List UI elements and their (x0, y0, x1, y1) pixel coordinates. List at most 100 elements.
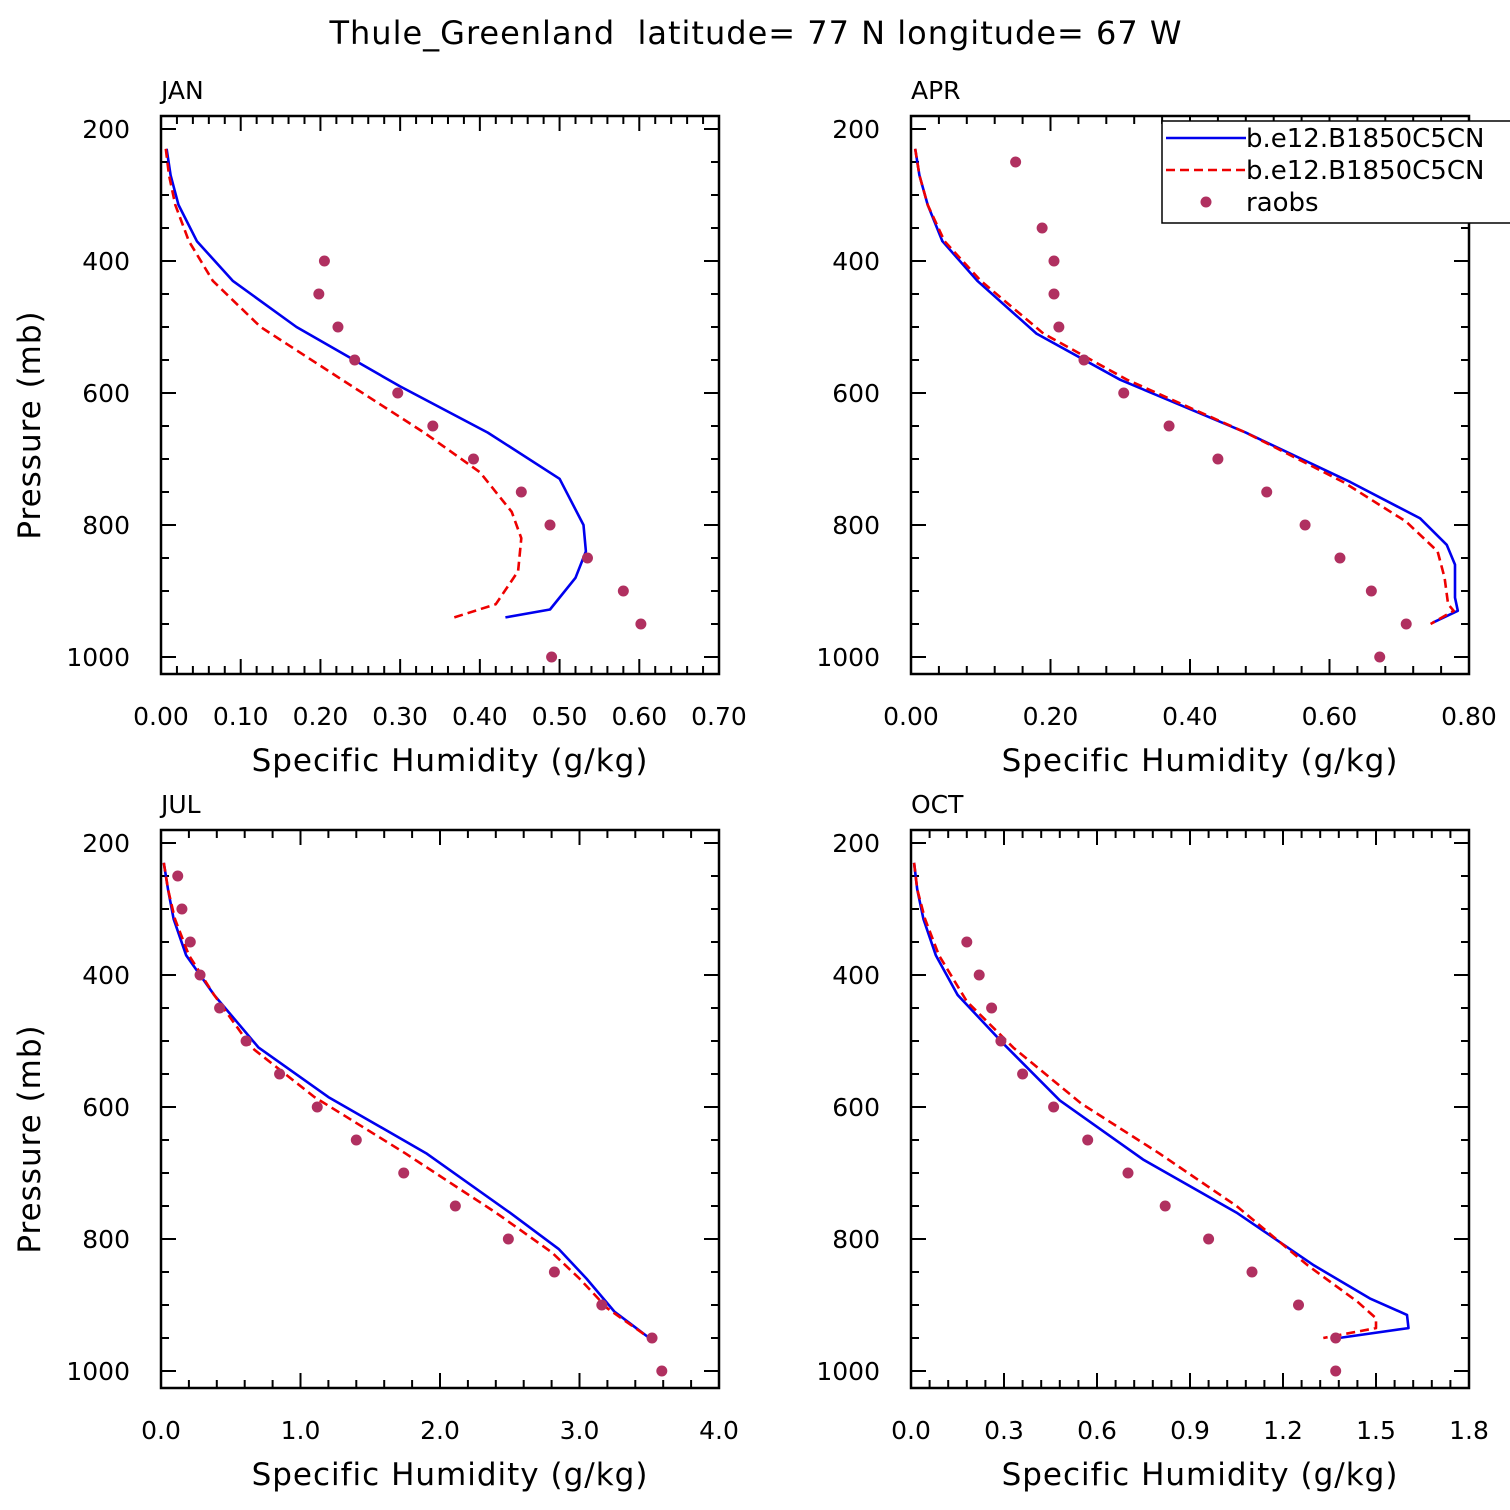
model-line-dashed (913, 148, 1455, 626)
raobs-point (544, 519, 556, 531)
x-tick-label: 2.0 (420, 1416, 460, 1445)
panel-label: JAN (159, 76, 204, 105)
x-tick-label: 0.80 (1441, 702, 1497, 731)
raobs-point (427, 420, 439, 432)
y-tick-label: 800 (832, 511, 880, 540)
x-axis-title: Specific Humidity (g/kg) (252, 1457, 649, 1493)
raobs-point (176, 903, 188, 915)
legend-entry: b.e12.B1850C5CN (1166, 124, 1484, 154)
panel-label: JUL (159, 790, 201, 819)
raobs-point (274, 1068, 286, 1080)
raobs-point (656, 1365, 668, 1377)
y-tick-label: 400 (82, 961, 130, 990)
raobs-point (313, 288, 325, 300)
raobs-point (515, 486, 527, 498)
raobs-point (240, 1035, 252, 1047)
panel-apr: APR 0.00 0.20 0.40 0.60 0.80 200 400 600 800 1000 S… (816, 76, 1496, 779)
x-tick-label: 3.0 (560, 1416, 600, 1445)
raobs-point (1299, 519, 1311, 531)
raobs-point (184, 936, 196, 948)
raobs-point (961, 936, 973, 948)
y-tick-label: 200 (82, 115, 130, 144)
raobs-point (349, 354, 361, 366)
x-tick-label: 0.6 (1077, 1416, 1117, 1445)
raobs-point (1082, 1134, 1094, 1146)
raobs-point (973, 969, 985, 981)
y-tick-label: 800 (82, 1225, 130, 1254)
raobs-point (1261, 486, 1273, 498)
y-tick-label: 600 (82, 1093, 130, 1122)
raobs-point (1212, 453, 1224, 465)
raobs-series (1010, 156, 1412, 663)
raobs-point (1159, 1200, 1171, 1212)
x-tick-label: 1.8 (1449, 1416, 1489, 1445)
model-line-solid (912, 862, 1410, 1340)
x-tick-label: 0.70 (691, 702, 747, 731)
x-tick-label: 1.5 (1356, 1416, 1396, 1445)
legend-entry: raobs (1200, 188, 1319, 218)
raobs-point (995, 1035, 1007, 1047)
raobs-point (1036, 222, 1048, 234)
raobs-point (467, 453, 479, 465)
model-line-solid (165, 148, 588, 619)
y-tick-label: 1000 (66, 643, 130, 672)
raobs-point (1330, 1365, 1342, 1377)
model-line-dashed (162, 862, 651, 1340)
raobs-point (172, 870, 184, 882)
plot-frame (159, 828, 721, 1390)
raobs-point (1048, 255, 1060, 267)
raobs-point (1203, 1233, 1215, 1245)
panel-jan: JAN 0.00 0.10 0.20 0.30 0.40 0.50 0.60 0.70 200 40… (12, 76, 747, 779)
x-tick-label: 4.0 (699, 1416, 739, 1445)
x-tick-label: 0.30 (372, 702, 428, 731)
y-tick-label: 600 (82, 379, 130, 408)
raobs-point (398, 1167, 410, 1179)
legend-label: b.e12.B1850C5CN (1246, 124, 1484, 154)
raobs-point (1078, 354, 1090, 366)
legend-marker (1200, 196, 1212, 208)
x-tick-label: 0.00 (133, 702, 189, 731)
model-line-dashed (912, 862, 1378, 1340)
model-line-dashed (164, 148, 523, 619)
raobs-point (1048, 1101, 1060, 1113)
raobs-point (214, 1002, 226, 1014)
y-tick-label: 1000 (816, 1357, 880, 1386)
x-tick-label: 0.50 (532, 702, 588, 731)
raobs-point (1053, 321, 1065, 333)
x-tick-label: 0.0 (141, 1416, 181, 1445)
raobs-point (1017, 1068, 1029, 1080)
model-line-solid (162, 862, 651, 1340)
x-tick-label: 0.60 (611, 702, 667, 731)
y-tick-label: 1000 (66, 1357, 130, 1386)
raobs-point (1374, 651, 1386, 663)
x-tick-label: 0.9 (1170, 1416, 1210, 1445)
panels: JAN 0.00 0.10 0.20 0.30 0.40 0.50 0.60 0.70 200 40… (12, 76, 1497, 1493)
x-tick-label: 1.2 (1263, 1416, 1303, 1445)
y-tick-label: 200 (832, 115, 880, 144)
raobs-point (646, 1332, 658, 1344)
raobs-point (986, 1002, 998, 1014)
raobs-point (1334, 552, 1346, 564)
x-tick-label: 0.60 (1302, 702, 1358, 731)
y-tick-label: 800 (832, 1225, 880, 1254)
y-tick-label: 600 (832, 1093, 880, 1122)
x-tick-label: 0.40 (452, 702, 508, 731)
raobs-series (172, 870, 668, 1377)
raobs-point (1293, 1299, 1304, 1311)
panel-oct: OCT 0.0 0.3 0.6 0.9 1.2 1.5 1.8 200 400 600 800 1000… (816, 790, 1489, 1493)
raobs-point (1163, 420, 1175, 432)
legend-label: raobs (1246, 188, 1319, 218)
raobs-point (1330, 1332, 1342, 1344)
x-axis-title: Specific Humidity (g/kg) (1002, 743, 1399, 779)
x-tick-label: 0.20 (1023, 702, 1079, 731)
y-tick-label: 200 (832, 829, 880, 858)
x-tick-label: 0.3 (984, 1416, 1024, 1445)
y-tick-label: 800 (82, 511, 130, 540)
raobs-point (318, 255, 330, 267)
y-tick-label: 600 (832, 379, 880, 408)
x-tick-label: 0.40 (1162, 702, 1218, 731)
x-tick-label: 0.0 (891, 1416, 931, 1445)
chart-title: Thule_Greenland latitude= 77 N longitude… (328, 14, 1182, 52)
raobs-point (350, 1134, 362, 1146)
